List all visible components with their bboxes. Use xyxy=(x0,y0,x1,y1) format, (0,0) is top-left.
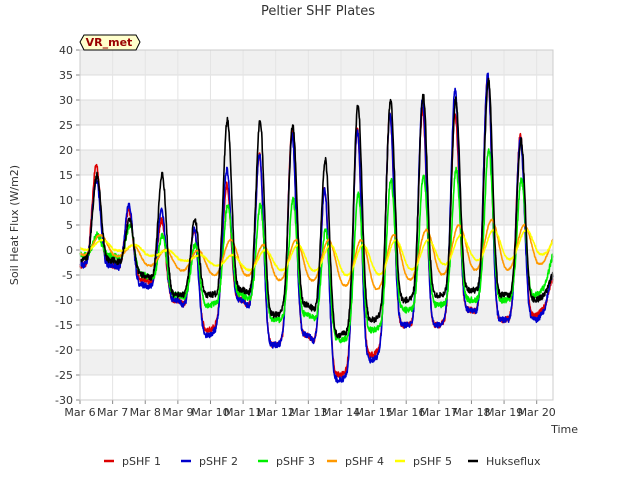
legend-label: pSHF 5 xyxy=(413,455,452,468)
series-line-hukseflux xyxy=(79,77,554,339)
x-tick-label: Mar 10 xyxy=(191,406,229,419)
y-tick-label: 25 xyxy=(59,119,73,132)
y-tick-label: -30 xyxy=(55,394,73,407)
x-tick-label: Mar 13 xyxy=(289,406,327,419)
y-tick-label: 20 xyxy=(59,144,73,157)
x-axis-label: Time xyxy=(550,423,578,436)
legend-label: pSHF 1 xyxy=(122,455,161,468)
legend-item: pSHF 4 xyxy=(327,455,384,468)
series-line-pshf-5 xyxy=(79,228,554,277)
series-line-pshf-3 xyxy=(79,148,554,344)
y-tick-label: 5 xyxy=(66,219,73,232)
plot-band xyxy=(80,100,553,125)
legend-label: pSHF 3 xyxy=(276,455,315,468)
y-tick-label: 40 xyxy=(59,44,73,57)
vr-met-label: VR_met xyxy=(86,36,133,49)
legend-item: pSHF 3 xyxy=(258,455,315,468)
vr-met-annotation: VR_met xyxy=(79,34,141,51)
y-tick-label: -15 xyxy=(55,319,73,332)
chart-title: Peltier SHF Plates xyxy=(261,4,375,19)
x-tick-label: Mar 8 xyxy=(130,406,161,419)
legend-item: pSHF 1 xyxy=(104,455,161,468)
y-tick-label: -20 xyxy=(55,344,73,357)
y-tick-label: -25 xyxy=(55,369,73,382)
series-lines xyxy=(79,72,554,384)
x-tick-label: Mar 15 xyxy=(354,406,392,419)
y-tick-label: 15 xyxy=(59,169,73,182)
x-tick-label: Mar 20 xyxy=(518,406,556,419)
legend-item: Hukseflux xyxy=(468,455,541,468)
x-tick-label: Mar 19 xyxy=(485,406,523,419)
y-tick-label: -10 xyxy=(55,294,73,307)
plot-frame xyxy=(79,49,554,401)
plot-band xyxy=(80,350,553,375)
y-axis-label: Soil Heat Flux (W/m2) xyxy=(8,165,21,285)
legend-label: pSHF 2 xyxy=(199,455,238,468)
y-tick-label: 30 xyxy=(59,94,73,107)
series-line-pshf-4 xyxy=(79,218,554,291)
plot-band xyxy=(80,150,553,175)
x-tick-label: Mar 18 xyxy=(452,406,490,419)
y-tick-label: 0 xyxy=(66,244,73,257)
x-tick-label: Mar 6 xyxy=(64,406,95,419)
x-tick-label: Mar 12 xyxy=(257,406,295,419)
x-tick-label: Mar 14 xyxy=(322,406,360,419)
plot-band xyxy=(80,50,553,75)
series-line-pshf-2 xyxy=(79,72,554,384)
x-tick-label: Mar 11 xyxy=(224,406,262,419)
legend-item: pSHF 2 xyxy=(181,455,238,468)
x-tick-label: Mar 17 xyxy=(420,406,458,419)
x-tick-label: Mar 9 xyxy=(162,406,193,419)
x-tick-label: Mar 7 xyxy=(97,406,128,419)
legend: pSHF 1 pSHF 2 pSHF 3 pSHF 4 pSHF 5 Hukseflux xyxy=(104,455,541,468)
y-tick-label: -5 xyxy=(62,269,73,282)
legend-label: Hukseflux xyxy=(486,455,541,468)
y-tick-label: 10 xyxy=(59,194,73,207)
legend-label: pSHF 4 xyxy=(345,455,384,468)
x-tick-label: Mar 16 xyxy=(387,406,425,419)
y-tick-label: 35 xyxy=(59,69,73,82)
legend-item: pSHF 5 xyxy=(395,455,452,468)
